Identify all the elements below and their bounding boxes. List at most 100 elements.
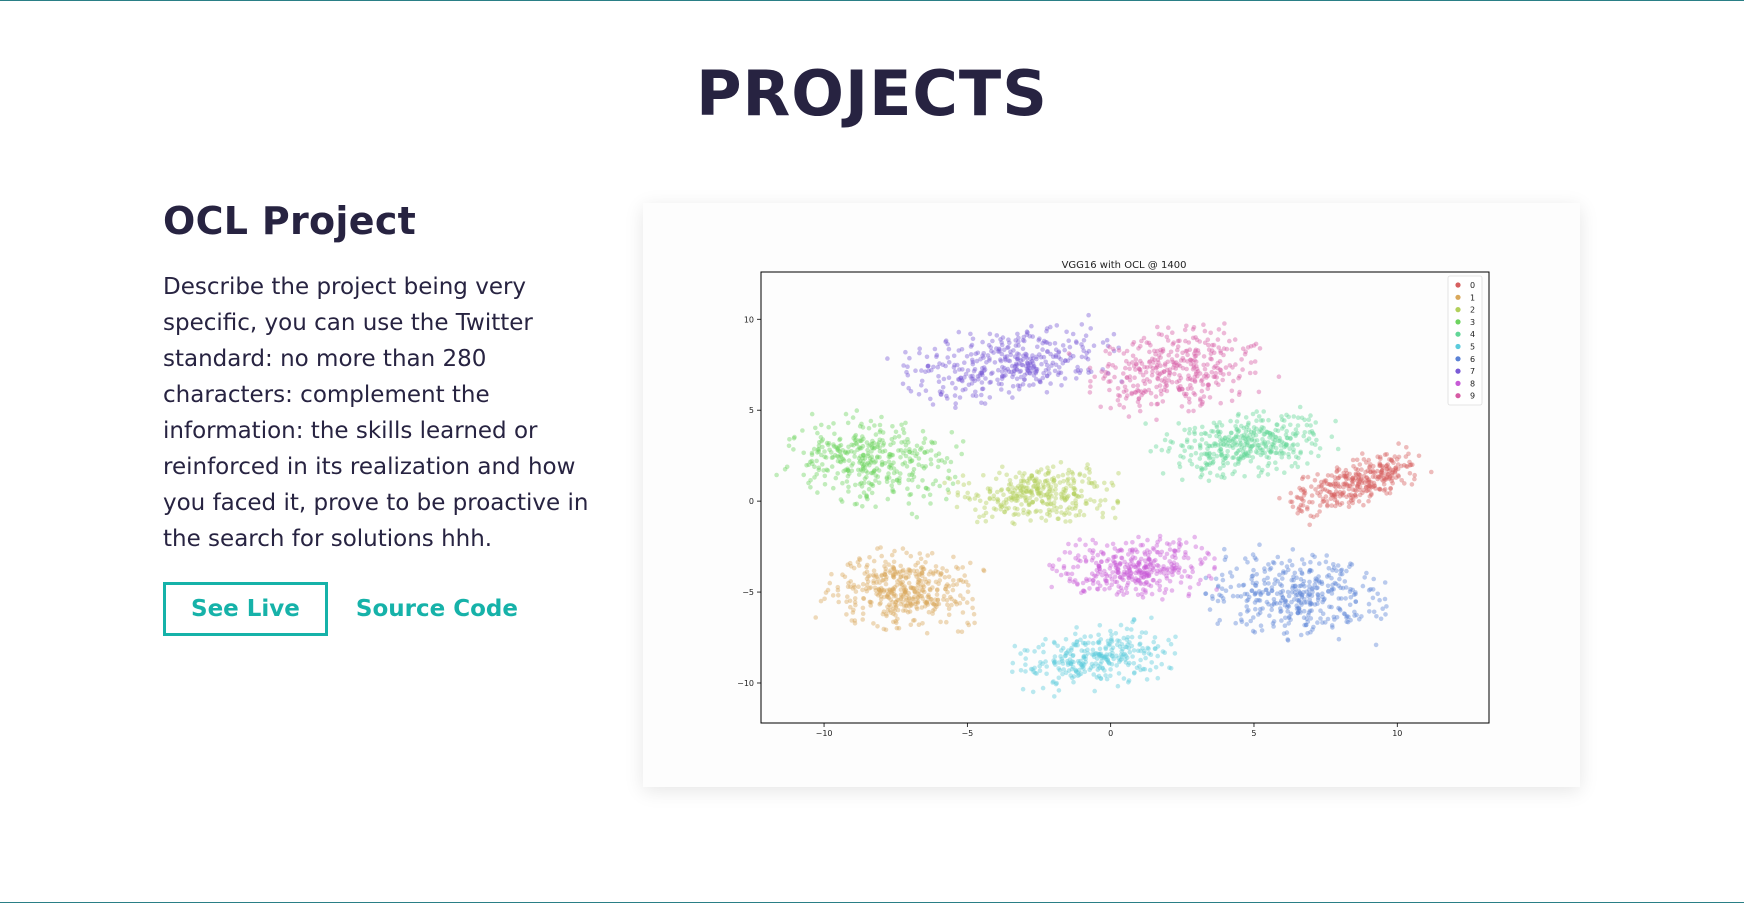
scatter-point — [1073, 631, 1078, 637]
scatter-point — [1107, 642, 1113, 647]
scatter-point — [969, 342, 975, 348]
scatter-point — [1009, 369, 1014, 375]
scatter-point — [936, 374, 941, 379]
scatter-point — [979, 370, 985, 376]
scatter-point — [908, 622, 914, 628]
scatter-point — [1186, 340, 1192, 345]
scatter-point — [1353, 590, 1358, 595]
scatter-point — [938, 571, 944, 577]
scatter-point — [1090, 640, 1096, 646]
scatter-point — [1217, 434, 1222, 440]
scatter-point — [1088, 480, 1094, 486]
scatter-point — [1117, 548, 1122, 553]
scatter-point — [970, 361, 976, 367]
scatter-point — [943, 338, 949, 343]
scatter-point — [889, 590, 894, 595]
scatter-point — [1190, 358, 1195, 363]
scatter-point — [1107, 652, 1113, 657]
scatter-point — [1211, 451, 1217, 457]
scatter-point — [877, 602, 882, 607]
scatter-point — [860, 468, 865, 474]
scatter-point — [1056, 666, 1061, 671]
scatter-point — [1088, 326, 1093, 331]
scatter-point — [857, 460, 862, 465]
scatter-point — [994, 346, 999, 351]
scatter-point — [1082, 669, 1088, 675]
scatter-point — [1155, 348, 1160, 354]
scatter-point — [1039, 515, 1044, 521]
scatter-point — [1271, 624, 1276, 629]
scatter-point — [869, 600, 874, 605]
scatter-point — [1302, 430, 1308, 435]
scatter-point — [1028, 518, 1033, 523]
scatter-point — [830, 454, 836, 460]
scatter-point — [774, 472, 779, 478]
scatter-point — [1366, 483, 1372, 488]
scatter-point — [1002, 509, 1007, 515]
scatter-point — [1388, 486, 1393, 492]
scatter-point — [1209, 348, 1215, 353]
scatter-point — [1079, 488, 1084, 494]
scatter-point — [1034, 486, 1040, 492]
scatter-point — [840, 448, 845, 453]
scatter-point — [859, 421, 864, 427]
scatter-point — [1129, 391, 1135, 397]
scatter-point — [1103, 369, 1109, 375]
scatter-point — [1024, 355, 1030, 361]
scatter-point — [982, 367, 988, 372]
scatter-point — [952, 393, 958, 398]
scatter-point — [1209, 576, 1214, 581]
scatter-point — [1040, 486, 1046, 491]
scatter-point — [1110, 346, 1116, 352]
scatter-point — [1030, 356, 1036, 361]
scatter-point — [1272, 440, 1277, 445]
scatter-point — [1116, 589, 1121, 595]
scatter-point — [1272, 600, 1277, 605]
source-code-link[interactable]: Source Code — [355, 596, 518, 622]
scatter-point — [1044, 328, 1049, 334]
scatter-point — [1129, 574, 1134, 579]
scatter-point — [1220, 596, 1226, 601]
scatter-point — [822, 482, 828, 487]
scatter-point — [1049, 494, 1054, 499]
scatter-point — [894, 569, 900, 575]
scatter-point — [1112, 546, 1118, 551]
scatter-point — [835, 587, 841, 593]
scatter-point — [922, 589, 927, 595]
scatter-point — [911, 618, 916, 623]
scatter-point — [1109, 636, 1114, 642]
scatter-point — [1011, 348, 1016, 353]
scatter-point — [1236, 461, 1241, 466]
scatter-point — [1182, 327, 1188, 333]
scatter-point — [1159, 661, 1164, 667]
scatter-point — [934, 354, 939, 359]
scatter-point — [951, 353, 957, 359]
scatter-point — [1386, 465, 1392, 471]
scatter-point — [1281, 424, 1286, 429]
scatter-point — [925, 553, 930, 558]
x-tick-label: 5 — [1251, 729, 1256, 738]
scatter-point — [935, 587, 940, 592]
scatter-point — [949, 596, 954, 602]
scatter-point — [1143, 389, 1148, 394]
see-live-button[interactable]: See Live — [163, 582, 328, 636]
scatter-point — [1207, 443, 1213, 449]
scatter-point — [1103, 646, 1109, 652]
scatter-point — [1121, 577, 1126, 583]
scatter-point — [1136, 578, 1142, 583]
scatter-point — [1069, 666, 1075, 672]
scatter-point — [1154, 401, 1160, 407]
scatter-point — [1143, 630, 1149, 635]
scatter-point — [986, 342, 992, 348]
scatter-point — [1121, 652, 1126, 657]
scatter-point — [1015, 383, 1021, 388]
scatter-point — [1348, 587, 1353, 592]
scatter-point — [933, 564, 939, 569]
scatter-point — [899, 582, 905, 588]
scatter-point — [904, 592, 909, 597]
scatter-point — [946, 606, 952, 611]
scatter-point — [1337, 606, 1343, 612]
project-image-card[interactable]: VGG16 with OCL @ 1400 −10 −5 0 5 10 −10 −5 0 5 1… — [643, 203, 1580, 787]
scatter-point — [885, 591, 891, 597]
scatter-point — [869, 490, 875, 496]
